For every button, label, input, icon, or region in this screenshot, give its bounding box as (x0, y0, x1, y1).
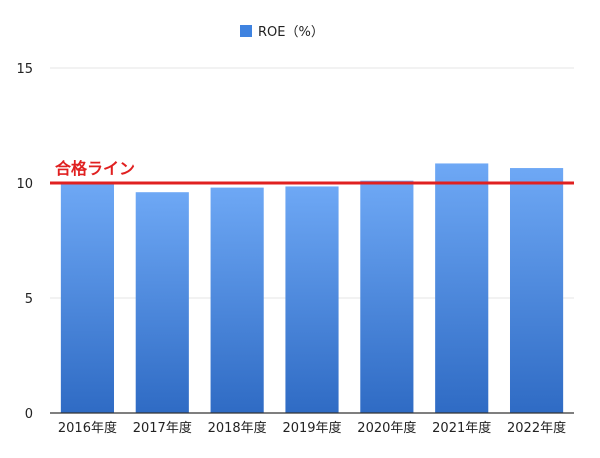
bar-2019年度 (285, 186, 339, 413)
bar-2020年度 (360, 180, 414, 413)
x-tick-label: 2017年度 (133, 420, 192, 436)
reference-line-label: 合格ライン (55, 159, 135, 178)
y-tick-label: 15 (16, 62, 33, 77)
x-tick-label: 2021年度 (432, 420, 491, 436)
bar-2017年度 (135, 192, 189, 413)
x-tick-label: 2018年度 (208, 420, 267, 436)
bar-2022年度 (509, 168, 564, 413)
bar-2018年度 (210, 187, 264, 413)
axes: 0 5 10 15 2016年度 2017年度 2018年度 2019年度 2020年度 2021… (16, 62, 574, 436)
reference-line-group: 合格ライン (50, 159, 574, 185)
x-tick-label: 2020年度 (357, 420, 416, 436)
y-tick-label: 0 (25, 407, 33, 422)
legend: ROE（%） (240, 25, 324, 40)
bar-2016年度 (60, 183, 115, 413)
x-tick-label: 2016年度 (58, 420, 117, 436)
bar-2021年度 (435, 163, 489, 413)
x-tick-label: 2022年度 (507, 420, 566, 436)
x-tick-label: 2019年度 (282, 420, 341, 436)
legend-swatch (240, 25, 252, 37)
bars (60, 163, 564, 413)
y-tick-label: 10 (16, 177, 33, 192)
legend-label: ROE（%） (258, 25, 324, 40)
y-tick-label: 5 (25, 292, 33, 307)
